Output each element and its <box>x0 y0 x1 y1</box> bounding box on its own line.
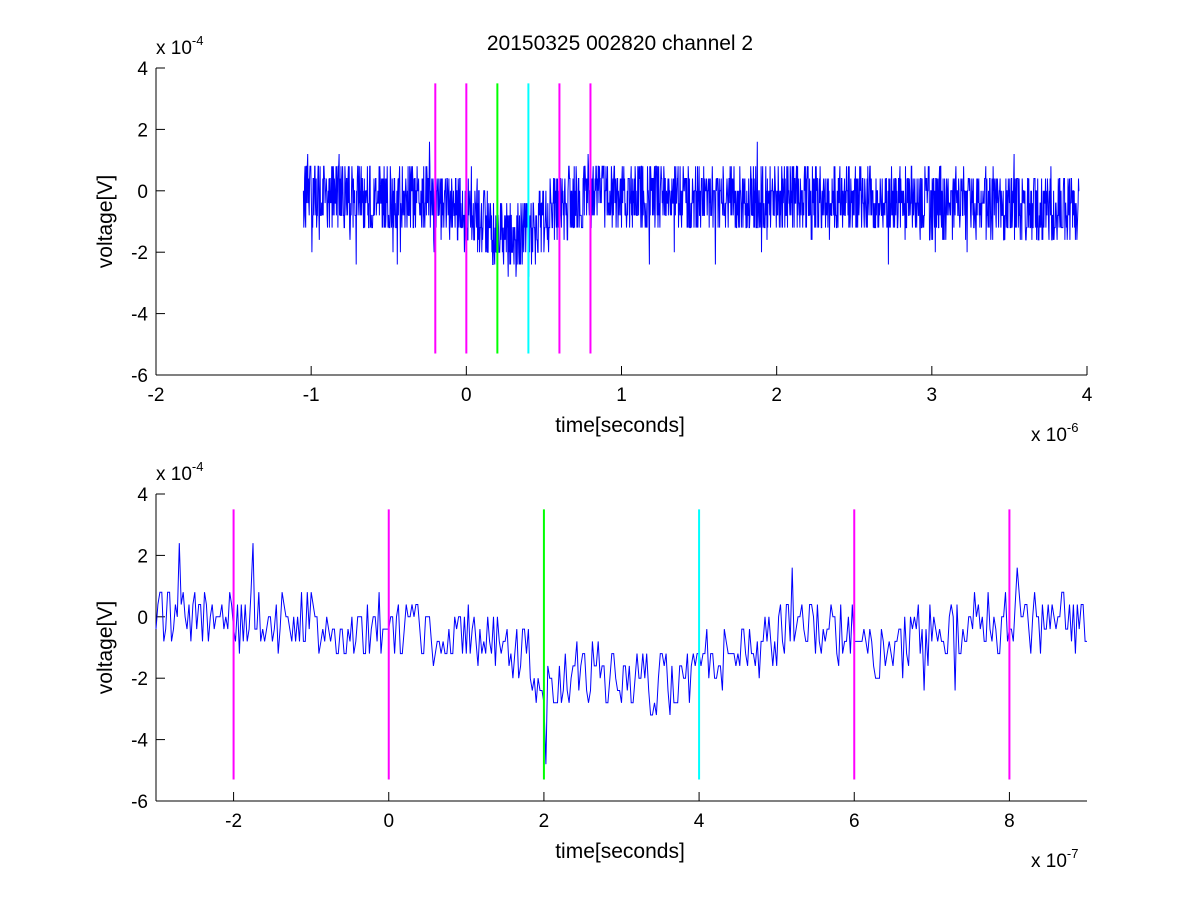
figure-title: 20150325 002820 channel 2 <box>487 32 753 55</box>
x-axis-label: time[seconds] <box>555 414 685 437</box>
x-tick-label: 4 <box>694 811 705 832</box>
x-tick-label: -2 <box>225 811 242 832</box>
top-plot-panel: -2 -1 0 1 2 3 4 -6 -4 -2 0 2 4 time[seconds] voltage[V… <box>94 33 1093 446</box>
y-tick-label: 2 <box>137 120 148 141</box>
x-tick-label: 1 <box>616 385 627 406</box>
y-tick-label: -4 <box>131 731 148 752</box>
x-tick-label: -2 <box>148 385 165 406</box>
x-tick-label: 8 <box>1004 811 1015 832</box>
y-tick-label: 4 <box>137 59 148 80</box>
x-tick-label: 2 <box>539 811 550 832</box>
voltage-signal-line <box>302 141 1080 277</box>
y-tick-label: -2 <box>131 669 148 690</box>
axes-frame: -2 -1 0 1 2 3 4 -6 -4 -2 0 2 4 <box>131 59 1093 406</box>
x-exponent-label: x 10-6 <box>1031 420 1078 446</box>
voltage-signal-line <box>155 543 1087 765</box>
x-tick-label: 0 <box>383 811 394 832</box>
x-tick-label: 4 <box>1082 385 1093 406</box>
y-axis-label: voltage[V] <box>94 175 117 268</box>
axes-frame: -2 0 2 4 6 8 -6 -4 -2 0 2 4 <box>131 485 1087 832</box>
x-axis-label: time[seconds] <box>555 840 685 863</box>
y-tick-label: -6 <box>131 366 148 387</box>
x-tick-label: 6 <box>849 811 860 832</box>
y-tick-label: 0 <box>137 182 148 203</box>
x-tick-label: 3 <box>927 385 938 406</box>
y-exponent-label: x 10-4 <box>156 33 203 59</box>
y-exponent-label: x 10-4 <box>156 459 203 485</box>
x-tick-label: -1 <box>303 385 320 406</box>
y-tick-label: 0 <box>137 608 148 629</box>
y-tick-label: 4 <box>137 485 148 506</box>
y-axis-label: voltage[V] <box>94 601 117 694</box>
x-exponent-label: x 10-7 <box>1031 846 1078 872</box>
x-tick-label: 2 <box>771 385 782 406</box>
y-tick-label: 2 <box>137 546 148 567</box>
bottom-plot-panel: -2 0 2 4 6 8 -6 -4 -2 0 2 4 time[seconds] voltage[V] x… <box>94 459 1087 872</box>
x-tick-label: 0 <box>461 385 472 406</box>
y-tick-label: -4 <box>131 305 148 326</box>
y-tick-label: -2 <box>131 243 148 264</box>
y-tick-label: -6 <box>131 792 148 813</box>
